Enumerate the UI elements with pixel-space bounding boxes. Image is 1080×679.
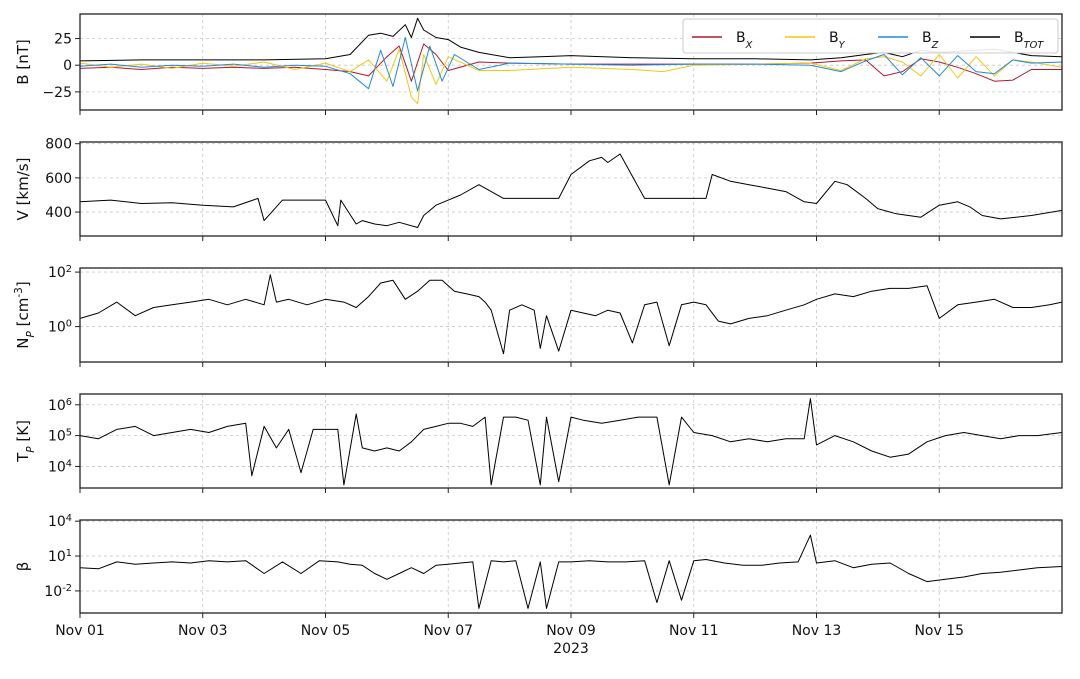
ytick-label-0-2: 25 <box>54 32 72 48</box>
ytick-label-3-1: 105 <box>48 427 72 445</box>
ytick-label-4-1: 101 <box>48 548 72 566</box>
panel-4: 10-2 101 104 β <box>14 513 1063 618</box>
ytick-label-1-1: 600 <box>45 171 72 187</box>
xtick-label-0: Nov 01 <box>55 623 105 639</box>
ylabel-1: V [km/s] <box>14 158 32 221</box>
legend-label-1: BY <box>829 30 846 51</box>
legend-box <box>682 18 1059 54</box>
ytick-label-4-2: 104 <box>48 513 72 531</box>
ytick-label-3-0: 104 <box>48 458 72 476</box>
series-line-4-0 <box>80 534 1062 609</box>
ytick-label-4-0: 10-2 <box>44 582 72 600</box>
series-line-2-0 <box>80 274 1062 355</box>
ytick-label-0-1: 0 <box>63 58 72 74</box>
ylabel-3: TP [K] <box>14 420 37 463</box>
ylabel-4: β <box>14 562 32 572</box>
ytick-label-0-0: −25 <box>42 85 72 101</box>
series-line-0-1 <box>80 48 1062 105</box>
ylabel-0: B [nT] <box>14 39 32 84</box>
xtick-label-5: Nov 11 <box>669 623 719 639</box>
legend-label-2: BZ <box>922 30 939 51</box>
legend: BX BY BZ BTOT <box>682 18 1059 54</box>
ytick-label-2-1: 102 <box>48 264 72 282</box>
series-line-0-2 <box>80 37 1062 92</box>
xtick-label-4: Nov 09 <box>546 623 596 639</box>
legend-label-0: BX <box>736 30 753 51</box>
panel-3: 104 105 106 TP [K] <box>14 393 1063 493</box>
series-line-1-0 <box>80 153 1062 228</box>
panel-2: 100 102 NP [cm-3] <box>13 264 1063 367</box>
xtick-label-7: Nov 15 <box>914 623 964 639</box>
xtick-label-3: Nov 07 <box>423 623 473 639</box>
ytick-label-2-0: 100 <box>48 318 72 336</box>
ytick-label-3-2: 106 <box>48 396 72 414</box>
ylabel-2: NP [cm-3] <box>13 281 37 348</box>
panel-1: 400 600 800 V [km/s] <box>14 137 1063 241</box>
ytick-label-1-2: 800 <box>45 137 72 153</box>
xaxis-year-label: 2023 <box>553 641 589 657</box>
series-line-3-0 <box>80 398 1062 486</box>
series-line-0-0 <box>80 43 1062 82</box>
xtick-label-6: Nov 13 <box>792 623 842 639</box>
legend-label-3: BTOT <box>1014 30 1044 51</box>
xtick-label-1: Nov 03 <box>178 623 228 639</box>
xtick-label-2: Nov 05 <box>301 623 351 639</box>
ytick-label-1-0: 400 <box>45 205 72 221</box>
